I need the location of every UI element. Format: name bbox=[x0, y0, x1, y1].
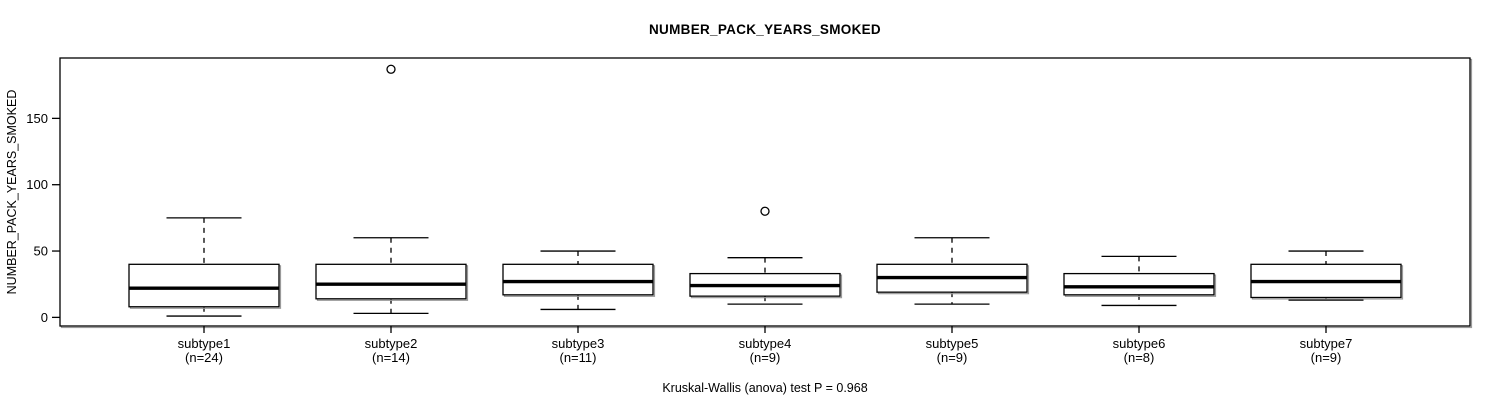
y-tick-label: 50 bbox=[34, 244, 48, 259]
outlier-point-subtype4 bbox=[760, 206, 770, 216]
iqr-box-subtype6 bbox=[1063, 272, 1215, 296]
y-tick-label: 150 bbox=[26, 111, 48, 126]
category-label-subtype3: subtype3 (n=11) bbox=[552, 336, 605, 365]
category-label-subtype5: subtype5 (n=9) bbox=[926, 336, 979, 365]
iqr-box-subtype2 bbox=[315, 263, 467, 300]
chart-title: NUMBER_PACK_YEARS_SMOKED bbox=[649, 22, 881, 37]
iqr-box-subtype1 bbox=[128, 263, 280, 308]
category-label-subtype1: subtype1 (n=24) bbox=[178, 336, 231, 365]
y-tick-label: 100 bbox=[26, 177, 48, 192]
category-label-subtype7: subtype7 (n=9) bbox=[1300, 336, 1353, 365]
category-label-subtype4: subtype4 (n=9) bbox=[739, 336, 792, 365]
stat-test-annotation: Kruskal-Wallis (anova) test P = 0.968 bbox=[662, 381, 868, 395]
iqr-box-subtype3 bbox=[502, 263, 654, 296]
outlier-point-subtype2 bbox=[386, 64, 396, 74]
category-label-subtype2: subtype2 (n=14) bbox=[365, 336, 418, 365]
y-tick-label: 0 bbox=[41, 310, 48, 325]
category-label-subtype6: subtype6 (n=8) bbox=[1113, 336, 1166, 365]
